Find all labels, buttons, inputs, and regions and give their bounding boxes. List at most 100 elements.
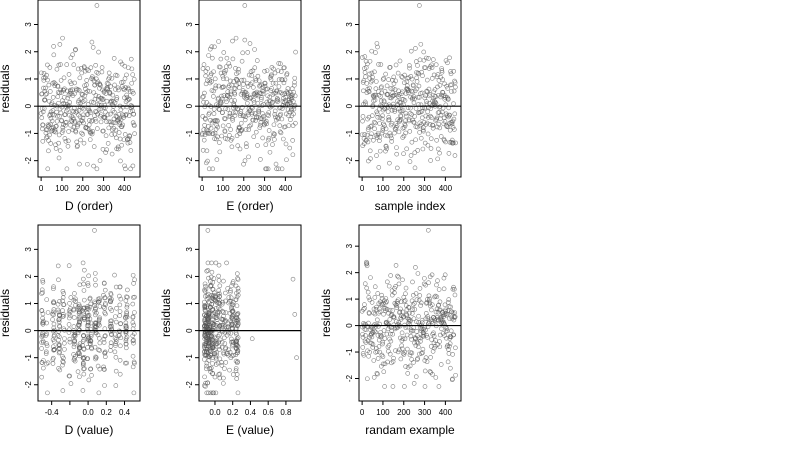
data-point (271, 131, 277, 136)
data-point (372, 311, 378, 317)
data-point (448, 365, 453, 371)
data-point (452, 315, 457, 320)
data-point (451, 284, 456, 290)
data-point (109, 331, 114, 337)
data-point (272, 137, 277, 142)
y-tick-label: -1 (345, 348, 354, 356)
data-point (124, 304, 130, 310)
data-point (440, 90, 446, 95)
data-point (72, 315, 77, 320)
data-point (419, 115, 425, 121)
data-point (419, 320, 425, 325)
data-point (85, 320, 91, 326)
data-point (280, 91, 285, 97)
data-point (67, 301, 72, 306)
data-point (383, 300, 388, 306)
data-point (279, 90, 284, 96)
data-point (89, 332, 94, 337)
data-point (386, 283, 392, 289)
data-point (439, 68, 445, 73)
data-point (364, 90, 370, 96)
data-point (225, 107, 231, 112)
data-point (228, 319, 234, 325)
data-point (93, 282, 98, 288)
data-point (80, 131, 86, 137)
data-point (271, 66, 276, 72)
data-point (411, 120, 417, 125)
data-point (418, 303, 423, 308)
data-point (124, 92, 129, 98)
data-point (131, 281, 136, 286)
data-point (373, 307, 379, 312)
data-point (228, 127, 233, 132)
data-point (379, 333, 384, 339)
data-point (222, 341, 228, 346)
data-point (108, 299, 114, 305)
data-point (70, 52, 75, 58)
data-point (390, 86, 396, 91)
data-point (72, 291, 77, 296)
data-point (377, 138, 382, 144)
data-point (266, 110, 272, 115)
data-point (97, 298, 103, 304)
data-point (216, 262, 222, 268)
data-point (266, 137, 271, 143)
data-point (410, 89, 416, 95)
data-point (78, 137, 83, 143)
data-point (405, 88, 411, 94)
data-point (417, 351, 422, 357)
data-point (268, 77, 274, 82)
data-point (425, 89, 430, 94)
x-tick-label: 100 (376, 184, 390, 193)
data-point (87, 338, 93, 344)
data-point (117, 358, 123, 363)
data-point (202, 312, 207, 318)
data-point (376, 92, 382, 98)
data-point (236, 66, 241, 72)
y-tick-label: 0 (24, 328, 33, 333)
y-axis-title: residuals (0, 64, 12, 112)
data-point (65, 143, 71, 149)
data-point (217, 149, 223, 155)
data-point (68, 381, 74, 386)
y-tick-label: 2 (345, 49, 354, 54)
data-point (235, 288, 241, 294)
data-point (81, 297, 87, 303)
data-point (57, 334, 62, 340)
data-point (221, 313, 226, 319)
data-point (225, 89, 231, 95)
data-point (443, 102, 449, 108)
data-point (267, 149, 273, 155)
data-point (81, 112, 86, 118)
data-point (244, 93, 249, 98)
data-point (404, 83, 410, 88)
data-point (103, 150, 108, 155)
data-point (80, 115, 86, 121)
data-point (57, 148, 63, 153)
data-point (413, 137, 418, 143)
data-point (404, 146, 409, 152)
data-point (206, 338, 212, 343)
data-point (109, 308, 115, 313)
data-point (55, 113, 60, 119)
data-point (277, 89, 282, 95)
data-point (248, 122, 254, 128)
data-point (402, 72, 407, 78)
data-point (263, 142, 269, 148)
data-point (237, 146, 243, 152)
data-point (52, 83, 58, 88)
data-point (118, 158, 123, 164)
data-point (407, 129, 413, 134)
data-point (394, 165, 400, 171)
data-point (258, 157, 263, 162)
data-point (51, 355, 56, 361)
data-point (86, 122, 92, 128)
data-point (380, 126, 386, 131)
data-point (217, 356, 223, 362)
data-point (128, 56, 134, 62)
data-point (129, 66, 135, 72)
data-point (255, 143, 260, 148)
y-tick-label: -1 (24, 354, 33, 362)
data-point (417, 293, 423, 298)
